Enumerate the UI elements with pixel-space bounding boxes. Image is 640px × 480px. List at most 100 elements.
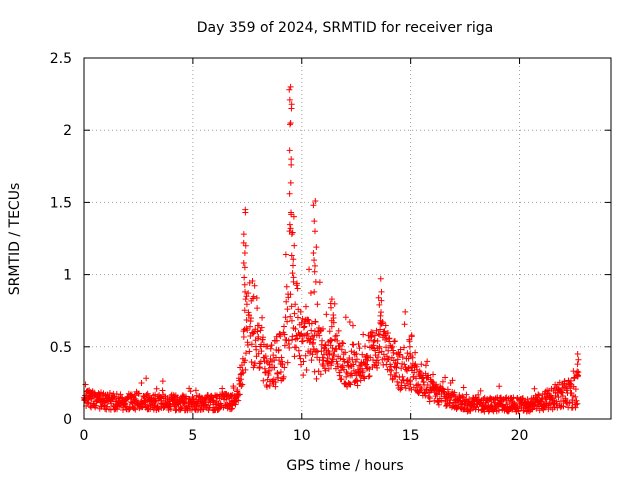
data-point [426, 395, 433, 402]
data-point [295, 347, 302, 354]
data-point [290, 278, 297, 285]
data-point [272, 354, 279, 361]
data-point [281, 323, 288, 330]
data-point [376, 331, 383, 338]
data-point [342, 349, 349, 356]
data-point [356, 345, 363, 352]
data-point [311, 257, 318, 264]
data-point [287, 83, 294, 90]
data-point [287, 121, 294, 128]
data-point [325, 365, 332, 372]
data-point [153, 385, 160, 392]
data-point [347, 381, 354, 388]
data-point [271, 364, 278, 371]
data-point [335, 327, 342, 334]
data-point [384, 356, 391, 363]
data-point [305, 317, 312, 324]
data-point [246, 348, 253, 355]
data-point [377, 275, 384, 282]
data-point [322, 342, 329, 349]
data-point [311, 288, 318, 295]
data-point [219, 385, 226, 392]
data-point [358, 372, 365, 379]
data-point [334, 337, 341, 344]
data-point [287, 119, 294, 126]
data-point [362, 343, 369, 350]
data-point [453, 404, 460, 411]
data-point [303, 366, 310, 373]
data-point [430, 371, 437, 378]
data-point [288, 156, 295, 163]
data-point [288, 303, 295, 310]
data-point [324, 359, 331, 366]
data-point [294, 285, 301, 292]
data-point [132, 406, 139, 413]
data-point [383, 344, 390, 351]
data-point [380, 351, 387, 358]
data-point [288, 209, 295, 216]
data-point [313, 244, 320, 251]
data-point [355, 340, 362, 347]
data-point [192, 387, 199, 394]
data-series [81, 83, 582, 415]
data-point [557, 404, 564, 411]
data-point [250, 293, 257, 300]
data-point [459, 393, 466, 400]
data-point [560, 403, 567, 410]
data-point [399, 354, 406, 361]
data-point [292, 301, 299, 308]
data-point [286, 96, 293, 103]
data-point [382, 322, 389, 329]
data-point [290, 325, 297, 332]
data-point [438, 397, 445, 404]
data-point [296, 352, 303, 359]
data-point [309, 351, 316, 358]
data-point [336, 372, 343, 379]
data-point [235, 397, 242, 404]
data-point [242, 296, 249, 303]
data-point [85, 399, 92, 406]
data-point [239, 381, 246, 388]
data-point [392, 364, 399, 371]
data-point [328, 323, 335, 330]
data-point [117, 391, 124, 398]
data-point [375, 354, 382, 361]
data-point [242, 366, 249, 373]
data-point [316, 332, 323, 339]
data-point [403, 377, 410, 384]
data-point [328, 317, 335, 324]
data-point [249, 278, 256, 285]
data-point [289, 270, 296, 277]
data-point [286, 147, 293, 154]
data-point [368, 333, 375, 340]
data-point [422, 362, 429, 369]
data-point [279, 361, 286, 368]
data-point [574, 361, 581, 368]
data-point [302, 303, 309, 310]
data-point [242, 242, 249, 249]
data-point [288, 231, 295, 238]
data-point [238, 376, 245, 383]
data-point [365, 373, 372, 380]
data-point [555, 394, 562, 401]
data-point [413, 375, 420, 382]
data-point [406, 343, 413, 350]
data-point [307, 348, 314, 355]
data-point [339, 339, 346, 346]
data-point [281, 342, 288, 349]
data-point [288, 161, 295, 168]
data-point [319, 337, 326, 344]
plot-frame [83, 57, 612, 420]
data-point [346, 380, 353, 387]
data-point [406, 336, 413, 343]
data-point [286, 344, 293, 351]
data-point [407, 351, 414, 358]
data-point [339, 362, 346, 369]
data-point [257, 358, 264, 365]
data-point [298, 361, 305, 368]
data-point [241, 307, 248, 314]
y-tick-label: 2 [63, 123, 72, 139]
data-point [242, 209, 249, 216]
data-point [378, 297, 385, 304]
